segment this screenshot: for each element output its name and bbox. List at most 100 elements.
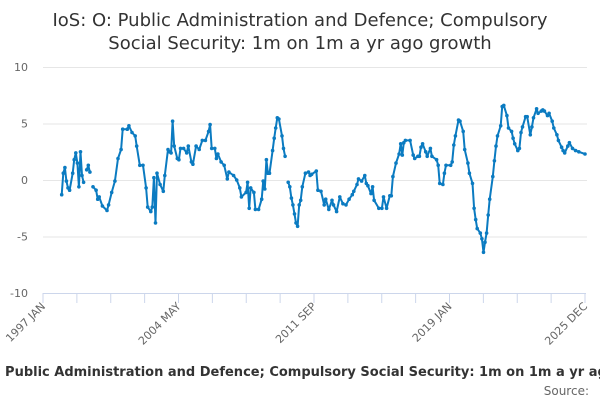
data-point[interactable] xyxy=(286,180,291,185)
data-point[interactable] xyxy=(377,206,381,211)
data-point[interactable] xyxy=(534,107,539,111)
data-point[interactable] xyxy=(161,189,166,194)
data-point[interactable] xyxy=(74,151,78,155)
data-point[interactable] xyxy=(481,250,486,255)
data-point[interactable] xyxy=(300,185,305,189)
data-point[interactable] xyxy=(467,171,472,175)
data-point[interactable] xyxy=(442,171,447,175)
data-point[interactable] xyxy=(306,170,311,174)
data-point[interactable] xyxy=(109,190,114,195)
data-point[interactable] xyxy=(91,185,95,189)
data-point[interactable] xyxy=(417,154,422,159)
data-point[interactable] xyxy=(484,231,489,235)
data-point[interactable] xyxy=(272,136,277,140)
data-point[interactable] xyxy=(119,147,123,152)
data-point[interactable] xyxy=(480,237,484,241)
data-point[interactable] xyxy=(319,189,323,194)
data-point[interactable] xyxy=(120,127,125,131)
data-point[interactable] xyxy=(314,169,319,173)
data-point[interactable] xyxy=(231,173,236,178)
data-point[interactable] xyxy=(562,151,567,155)
data-point[interactable] xyxy=(363,173,367,178)
data-point[interactable] xyxy=(506,126,511,130)
data-point[interactable] xyxy=(127,124,131,128)
data-point[interactable] xyxy=(80,173,84,178)
data-point[interactable] xyxy=(291,203,295,207)
data-point[interactable] xyxy=(81,180,86,185)
data-point[interactable] xyxy=(245,180,250,185)
data-point[interactable] xyxy=(355,182,359,187)
data-point[interactable] xyxy=(509,129,514,134)
data-point[interactable] xyxy=(583,152,587,156)
data-point[interactable] xyxy=(323,197,328,201)
data-point[interactable] xyxy=(248,186,253,190)
data-point[interactable] xyxy=(552,126,556,130)
data-point[interactable] xyxy=(570,146,575,151)
data-point[interactable] xyxy=(511,136,515,140)
data-point[interactable] xyxy=(75,161,80,165)
data-point[interactable] xyxy=(391,174,395,179)
data-point[interactable] xyxy=(72,157,76,162)
data-point[interactable] xyxy=(517,146,522,151)
data-point[interactable] xyxy=(77,185,81,189)
data-point[interactable] xyxy=(197,147,201,152)
data-point[interactable] xyxy=(458,119,462,123)
data-point[interactable] xyxy=(492,159,497,163)
data-point[interactable] xyxy=(214,156,219,161)
data-point[interactable] xyxy=(263,187,267,191)
data-point[interactable] xyxy=(350,192,355,197)
data-point[interactable] xyxy=(472,206,476,211)
data-point[interactable] xyxy=(234,178,239,182)
data-point[interactable] xyxy=(437,181,442,186)
data-point[interactable] xyxy=(264,157,269,162)
data-point[interactable] xyxy=(84,168,89,172)
data-point[interactable] xyxy=(288,185,292,189)
data-point[interactable] xyxy=(270,148,275,153)
data-point[interactable] xyxy=(222,163,226,168)
data-point[interactable] xyxy=(520,125,525,129)
data-point[interactable] xyxy=(259,197,264,201)
data-point[interactable] xyxy=(428,146,433,151)
data-point[interactable] xyxy=(478,231,483,235)
data-point[interactable] xyxy=(420,142,425,146)
data-point[interactable] xyxy=(267,171,272,175)
data-point[interactable] xyxy=(403,138,408,143)
data-point[interactable] xyxy=(408,138,412,143)
data-point[interactable] xyxy=(150,205,155,209)
data-point[interactable] xyxy=(453,134,458,138)
data-point[interactable] xyxy=(473,217,478,222)
data-point[interactable] xyxy=(172,144,176,148)
data-point[interactable] xyxy=(359,179,364,183)
data-point[interactable] xyxy=(100,204,105,208)
data-point[interactable] xyxy=(466,161,470,165)
data-point[interactable] xyxy=(155,171,159,175)
data-point[interactable] xyxy=(130,130,134,135)
data-point[interactable] xyxy=(64,179,69,183)
data-point[interactable] xyxy=(133,134,137,138)
data-point[interactable] xyxy=(444,163,448,168)
data-point[interactable] xyxy=(498,124,503,128)
data-point[interactable] xyxy=(316,188,320,192)
data-point[interactable] xyxy=(298,198,303,203)
data-point[interactable] xyxy=(566,144,570,148)
data-point[interactable] xyxy=(366,183,370,188)
data-point[interactable] xyxy=(158,182,162,187)
data-point[interactable] xyxy=(225,177,230,181)
data-point[interactable] xyxy=(256,207,261,212)
data-point[interactable] xyxy=(297,203,302,207)
data-point[interactable] xyxy=(113,179,117,183)
data-point[interactable] xyxy=(441,182,445,187)
data-point[interactable] xyxy=(494,144,498,148)
data-point[interactable] xyxy=(567,140,572,145)
data-point[interactable] xyxy=(389,194,394,198)
data-point[interactable] xyxy=(555,133,559,137)
data-point[interactable] xyxy=(394,161,398,165)
data-point[interactable] xyxy=(67,188,72,192)
data-point[interactable] xyxy=(178,146,183,151)
data-point[interactable] xyxy=(186,144,191,148)
data-point[interactable] xyxy=(213,146,217,151)
data-point[interactable] xyxy=(577,150,581,154)
data-point[interactable] xyxy=(370,185,375,189)
data-point[interactable] xyxy=(322,203,327,207)
data-point[interactable] xyxy=(203,138,208,143)
